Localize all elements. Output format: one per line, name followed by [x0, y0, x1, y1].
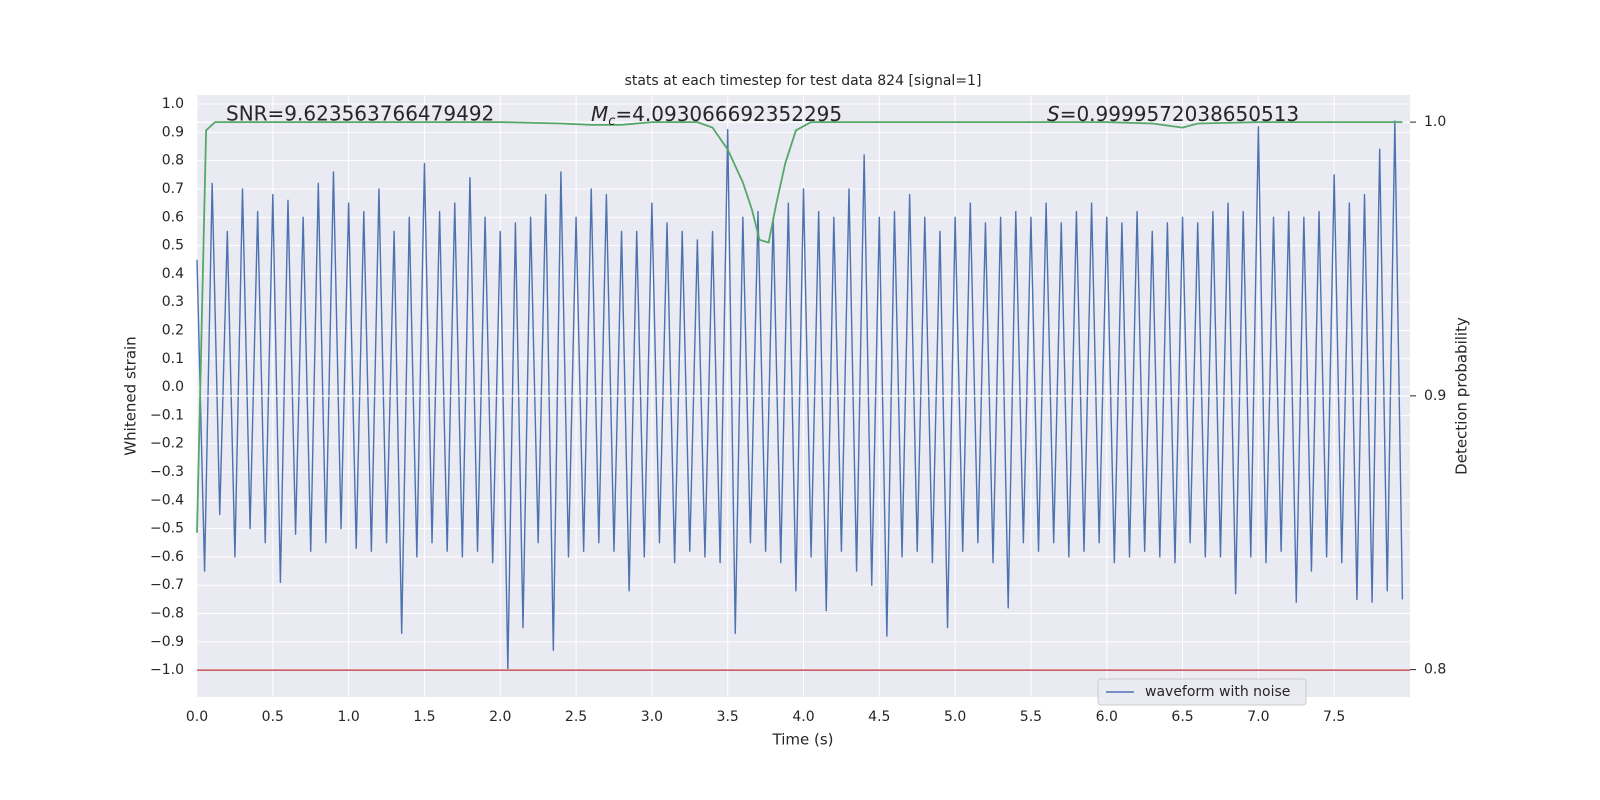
annotation-value: =4.093066692352295 — [615, 102, 842, 126]
x-tick-label: 6.5 — [1171, 709, 1193, 725]
legend: waveform with noise — [1097, 678, 1307, 706]
y-tick-label: 0.5 — [162, 238, 184, 254]
y-tick-label: −0.4 — [150, 492, 184, 508]
y2-axis-label: Detection probability — [1453, 317, 1471, 475]
series-line — [196, 121, 1403, 533]
x-tick-label: 3.5 — [717, 709, 739, 725]
x-tick-label: 2.0 — [489, 709, 511, 725]
y-tick-label: −0.1 — [150, 407, 184, 423]
marks — [196, 120, 1404, 671]
y-tick-label: 1.0 — [162, 96, 184, 112]
annotation-symbol: M — [591, 102, 608, 126]
y-axis-label: Whitened strain — [122, 336, 140, 455]
x-tick-label: 0.5 — [262, 709, 284, 725]
y2-tick-label: 0.9 — [1424, 388, 1446, 404]
y-tick-label: 0.6 — [162, 209, 184, 225]
x-tick-label: 5.0 — [944, 709, 966, 725]
x-tick-label: 2.5 — [565, 709, 587, 725]
x-tick-label: 4.0 — [792, 709, 814, 725]
y-tick-label: −1.0 — [150, 662, 184, 678]
overlay — [196, 121, 1410, 671]
annotation-subscript: c — [608, 114, 615, 129]
x-tick-label: 4.5 — [868, 709, 890, 725]
x-axis-label: Time (s) — [772, 731, 834, 749]
y-tick-label: 0.0 — [162, 379, 184, 395]
y-tick-label: −0.7 — [150, 577, 184, 593]
x-tick-label: 6.0 — [1096, 709, 1118, 725]
x-tick-label: 0.0 — [186, 709, 208, 725]
y-tick-label: 0.2 — [162, 322, 184, 338]
y-tick-label: 0.7 — [162, 181, 184, 197]
y2-tick-label: 1.0 — [1424, 114, 1446, 130]
y-tick-label: 0.1 — [162, 351, 184, 367]
y2-tick-label: 0.8 — [1424, 662, 1446, 678]
annotation: SNR=9.623563766479492 — [226, 102, 494, 126]
x-tick-label: 1.0 — [337, 709, 359, 725]
y-tick-label: 0.3 — [162, 294, 184, 310]
series-line — [196, 120, 1404, 671]
y-tick-label: −0.9 — [150, 634, 184, 650]
y-tick-label: 0.9 — [162, 124, 184, 140]
y-tick-label: −0.3 — [150, 464, 184, 480]
y-tick-label: −0.6 — [150, 549, 184, 565]
y-tick-label: −0.5 — [150, 521, 184, 537]
annotation-value: =0.9999572038650513 — [1060, 102, 1299, 126]
x-tick-label: 7.5 — [1323, 709, 1345, 725]
y-tick-label: −0.2 — [150, 436, 184, 452]
legend-label: waveform with noise — [1145, 684, 1290, 700]
y-tick-label: 0.8 — [162, 153, 184, 169]
x-tick-label: 3.0 — [641, 709, 663, 725]
annotation: Mc=4.093066692352295 — [591, 102, 842, 129]
y-tick-label: −0.8 — [150, 606, 184, 622]
annotation: S=0.9999572038650513 — [1047, 102, 1299, 126]
x-tick-label: 1.5 — [413, 709, 435, 725]
annotation-symbol: S — [1047, 102, 1060, 126]
chart-title: stats at each timestep for test data 824… — [625, 73, 982, 89]
x-tick-label: 7.0 — [1247, 709, 1269, 725]
y-tick-label: 0.4 — [162, 266, 184, 282]
legend-box — [1097, 678, 1307, 706]
x-tick-label: 5.5 — [1020, 709, 1042, 725]
